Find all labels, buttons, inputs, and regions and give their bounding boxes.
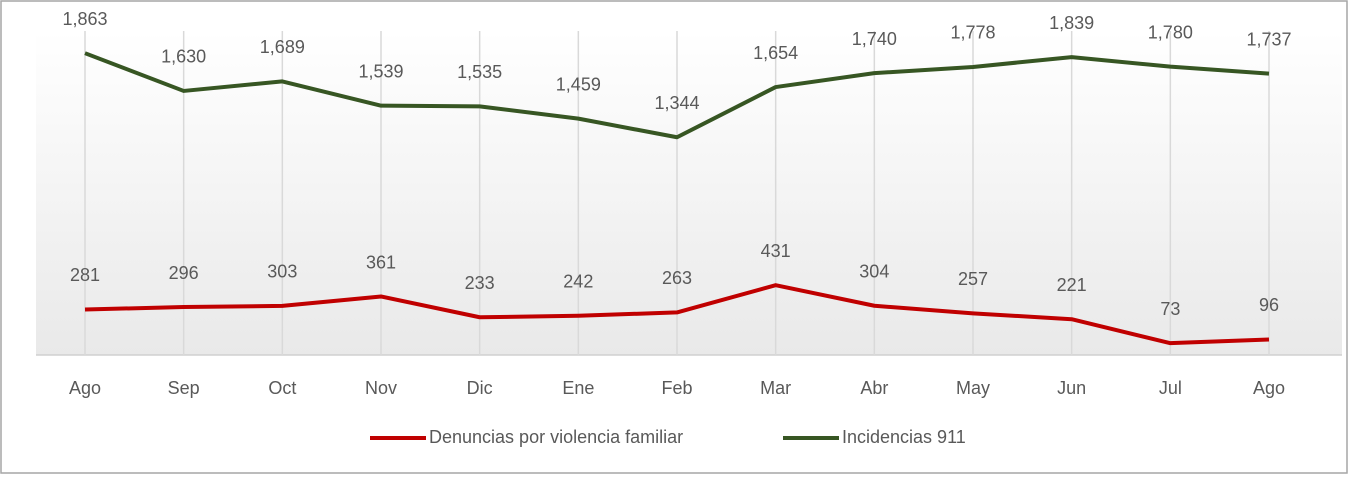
data-label: 303 (267, 262, 297, 282)
x-tick-label: Mar (760, 378, 791, 398)
data-label: 1,459 (556, 74, 601, 94)
x-tick-label: Ago (1253, 378, 1285, 398)
data-label: 296 (169, 263, 199, 283)
series-line (84, 283, 1270, 346)
data-label: 221 (1057, 275, 1087, 295)
data-label: 1,839 (1049, 13, 1094, 33)
data-label: 431 (761, 241, 791, 261)
legend-label: Incidencias 911 (842, 427, 966, 447)
x-tick-label: Abr (860, 378, 888, 398)
data-label: 361 (366, 252, 396, 272)
x-tick-label: Sep (168, 378, 200, 398)
data-label: 1,630 (161, 47, 206, 67)
data-label: 73 (1160, 299, 1180, 319)
legend-label: Denuncias por violencia familiar (429, 427, 683, 447)
data-label: 1,780 (1148, 22, 1193, 42)
data-label: 1,689 (260, 37, 305, 57)
x-tick-label: Feb (661, 378, 692, 398)
data-label: 1,778 (950, 23, 995, 43)
x-tick-label: Ago (69, 378, 101, 398)
data-label: 1,740 (852, 29, 897, 49)
x-tick-label: Jul (1159, 378, 1182, 398)
data-label: 1,344 (654, 93, 699, 113)
data-label: 1,737 (1246, 29, 1291, 49)
data-label: 242 (563, 272, 593, 292)
x-tick-label: Dic (467, 378, 493, 398)
x-tick-label: Oct (268, 378, 296, 398)
data-label: 96 (1259, 295, 1279, 315)
data-label: 281 (70, 265, 100, 285)
data-label: 233 (465, 273, 495, 293)
data-label: 257 (958, 269, 988, 289)
data-label: 1,539 (358, 61, 403, 81)
x-tick-label: Jun (1057, 378, 1086, 398)
data-label: 304 (859, 262, 889, 282)
data-label: 1,654 (753, 43, 798, 63)
data-label: 1,863 (62, 9, 107, 29)
x-tick-label: May (956, 378, 990, 398)
series-line (84, 51, 1270, 140)
x-tick-label: Nov (365, 378, 397, 398)
data-label: 263 (662, 268, 692, 288)
data-label: 1,535 (457, 62, 502, 82)
x-tick-label: Ene (562, 378, 594, 398)
